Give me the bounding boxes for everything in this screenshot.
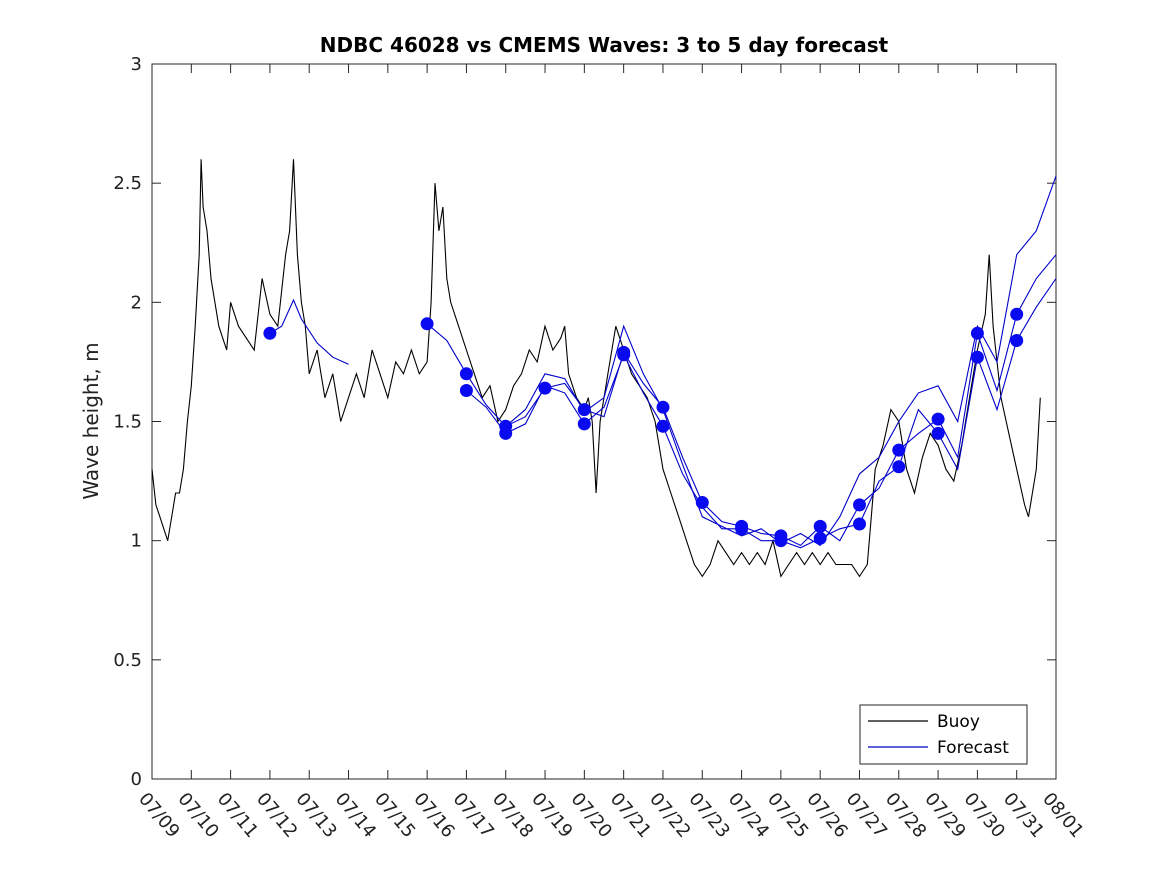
forecast-marker: [892, 460, 906, 474]
forecast-marker: [931, 412, 945, 426]
forecast-marker: [931, 426, 945, 440]
forecast-marker: [459, 384, 473, 397]
y-tick-label: 0.5: [113, 650, 142, 671]
plot-area: [151, 63, 1057, 780]
forecast-marker: [499, 426, 513, 440]
forecast-marker: [853, 517, 866, 531]
forecast-marker: [813, 519, 827, 533]
forecast-marker: [577, 417, 591, 431]
forecast-marker: [617, 348, 631, 362]
forecast-series-line: [269, 298, 349, 365]
forecast-marker: [853, 498, 866, 512]
legend-box: [859, 704, 1028, 765]
forecast-marker: [695, 496, 709, 509]
y-axis-label: Wave height, m: [79, 342, 103, 499]
forecast-marker: [263, 326, 277, 340]
forecast-marker: [420, 317, 434, 331]
forecast-marker: [656, 419, 670, 433]
series-layer: [151, 159, 1057, 578]
forecast-marker: [970, 350, 984, 364]
y-tick-label: 0: [131, 769, 142, 790]
forecast-marker: [538, 381, 552, 395]
y-tick-label: 3: [131, 54, 142, 75]
forecast-marker: [970, 326, 984, 340]
legend-buoy-label: Buoy: [937, 712, 980, 732]
forecast-marker: [656, 400, 670, 414]
forecast-marker: [1010, 307, 1024, 321]
y-tick-label: 2.5: [113, 173, 142, 194]
forecast-marker: [735, 522, 749, 536]
y-tick-label: 2: [131, 292, 142, 313]
y-tick-label: 1.5: [113, 412, 142, 433]
forecast-series-line: [466, 278, 1057, 549]
forecast-marker: [1010, 334, 1024, 347]
forecast-marker: [577, 403, 591, 417]
forecast-marker: [813, 531, 827, 545]
y-tick-label: 1: [131, 531, 142, 552]
legend: Buoy Forecast: [859, 704, 1028, 765]
forecast-marker: [459, 367, 473, 381]
legend-forecast-label: Forecast: [937, 738, 1009, 758]
forecast-marker: [892, 443, 906, 457]
buoy-series-line: [151, 159, 1041, 578]
chart-title: NDBC 46028 vs CMEMS Waves: 3 to 5 day fo…: [320, 33, 889, 57]
y-axis: 0 0.5 1 1.5 2 2.5 3: [113, 54, 1056, 790]
forecast-marker: [774, 534, 788, 548]
